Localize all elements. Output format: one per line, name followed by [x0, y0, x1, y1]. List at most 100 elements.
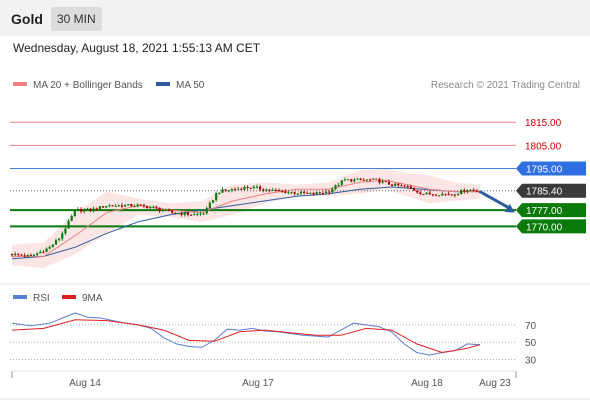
level-tag-4 — [516, 203, 586, 218]
candle-body-101 — [328, 191, 331, 193]
level-label-4: 1777.00 — [526, 206, 563, 217]
candle-body-138 — [444, 193, 447, 195]
level-label-1: 1805.00 — [525, 141, 562, 152]
candle-body-78 — [255, 186, 259, 188]
candle-body-136 — [438, 195, 441, 197]
candle-body-115 — [372, 178, 375, 180]
candle-body-37 — [127, 204, 130, 206]
candle-body-50 — [167, 209, 171, 211]
candle-body-28 — [98, 206, 102, 210]
candle-body-131 — [422, 194, 425, 196]
candle-body-54 — [180, 213, 183, 215]
forecast-arrow-shaft — [479, 190, 513, 211]
candle-body-104 — [337, 184, 340, 186]
candle-body-13 — [51, 244, 54, 247]
candle-body-110 — [356, 178, 359, 180]
candle-body-67 — [221, 189, 224, 193]
candle-body-42 — [142, 204, 146, 206]
candle-body-71 — [233, 189, 237, 191]
candle-body-128 — [412, 188, 416, 191]
candle-body-94 — [306, 192, 309, 194]
candle-body-132 — [425, 192, 428, 195]
candle-body-147 — [472, 189, 475, 191]
candle-body-106 — [343, 179, 347, 181]
candle-body-22 — [80, 209, 83, 212]
candle-body-74 — [243, 186, 246, 190]
candle-body-53 — [177, 213, 180, 215]
candle-body-124 — [400, 185, 403, 187]
candle-body-62 — [205, 207, 208, 214]
candle-body-90 — [293, 192, 296, 194]
candle-body-72 — [237, 188, 240, 190]
candle-body-146 — [469, 189, 472, 191]
rsi-line — [11, 312, 481, 356]
legend-label-ma20: MA 20 + Bollinger Bands — [33, 80, 143, 91]
timeframe-button[interactable]: 30 MIN — [51, 7, 102, 31]
legend-label-ma50: MA 50 — [176, 80, 205, 91]
rsi-ma9-line — [11, 319, 481, 354]
candle-body-0 — [10, 254, 14, 256]
candle-body-29 — [101, 206, 105, 208]
candle-body-137 — [441, 193, 444, 196]
candle-body-24 — [86, 208, 89, 210]
candle-body-86 — [281, 190, 284, 192]
candle-body-26 — [92, 208, 95, 212]
candle-body-52 — [174, 212, 177, 214]
candle-body-139 — [447, 193, 450, 195]
candle-body-148 — [475, 190, 478, 192]
candle-body-43 — [145, 205, 149, 209]
candle-body-91 — [296, 193, 299, 195]
candle-body-85 — [277, 190, 281, 192]
candle-body-125 — [403, 185, 406, 187]
candle-body-142 — [456, 194, 460, 196]
main-plot: 1815.00 1805.00 1795.00 1785.40 1777.00 1770.… — [10, 118, 586, 268]
level-label-0: 1815.00 — [525, 118, 562, 129]
candle-body-66 — [218, 192, 221, 194]
candle-body-10 — [42, 251, 45, 253]
candle-body-83 — [271, 189, 274, 191]
copyright-text: Research © 2021 Trading Central — [430, 80, 580, 91]
header-bar: Gold 30 MIN — [0, 0, 590, 36]
level-tag-3 — [516, 183, 586, 198]
candle-body-68 — [224, 189, 227, 191]
legend-ma50: MA 50 — [156, 80, 204, 91]
candle-body-36 — [123, 205, 127, 207]
x-tick-label-0: Aug 14 — [69, 378, 101, 389]
legend-rsi: RSI — [13, 293, 50, 304]
candle-body-70 — [230, 189, 233, 191]
candle-body-135 — [434, 194, 438, 196]
candle-body-69 — [227, 190, 230, 192]
candle-body-103 — [334, 185, 337, 190]
candle-body-33 — [114, 205, 117, 207]
candle-body-119 — [384, 181, 387, 183]
candle-body-82 — [268, 189, 271, 191]
candle-body-108 — [350, 179, 353, 182]
rsi-tick-label-0: 70 — [525, 321, 537, 332]
candle-body-39 — [133, 206, 136, 208]
x-tick-label-1: Aug 17 — [242, 378, 274, 389]
candle-body-19 — [70, 215, 73, 221]
candle-body-4 — [23, 255, 26, 257]
candle-body-8 — [36, 253, 39, 255]
candle-body-87 — [284, 191, 287, 194]
candle-body-40 — [136, 204, 139, 207]
candle-body-14 — [54, 240, 58, 245]
candle-body-56 — [186, 212, 189, 215]
candle-body-144 — [463, 190, 466, 192]
candle-body-65 — [215, 193, 218, 201]
candle-body-75 — [246, 186, 249, 188]
candle-body-9 — [39, 251, 42, 254]
candle-body-41 — [139, 204, 142, 206]
candle-body-2 — [17, 253, 20, 255]
legend-swatch-ma20 — [13, 82, 27, 87]
candle-body-46 — [155, 206, 158, 208]
candle-body-127 — [409, 186, 412, 189]
candle-body-99 — [321, 192, 325, 194]
candle-body-27 — [95, 208, 98, 210]
candle-body-98 — [318, 192, 321, 194]
candle-body-92 — [299, 191, 303, 194]
level-tag-2 — [516, 161, 586, 176]
candle-body-93 — [303, 191, 306, 193]
candle-body-49 — [164, 209, 168, 211]
